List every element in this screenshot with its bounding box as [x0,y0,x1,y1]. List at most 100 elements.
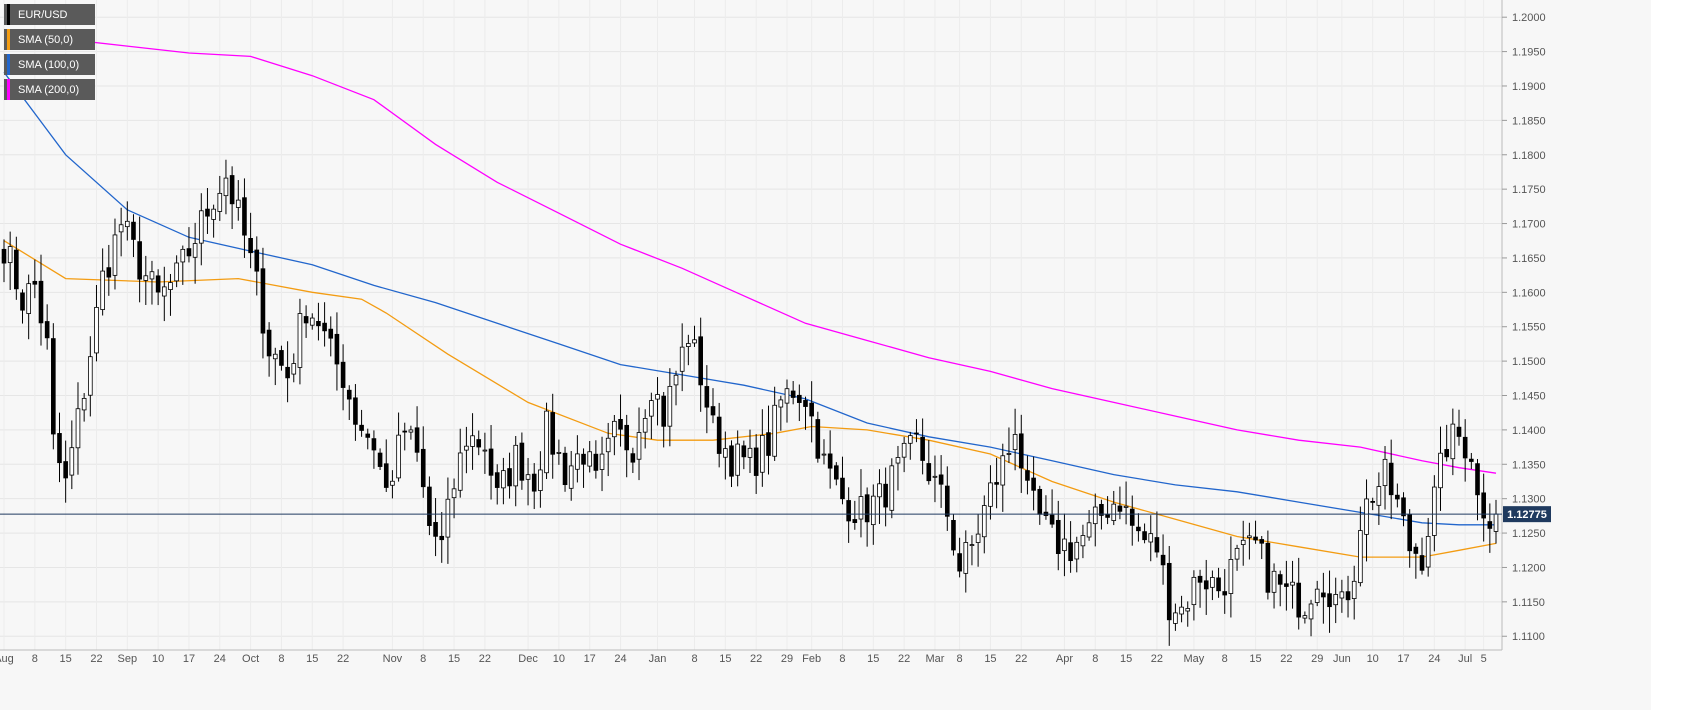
candle [797,384,802,422]
candle [180,245,186,285]
legend-item-sma100[interactable]: SMA (100,0) [4,54,95,75]
x-tick-label: 24 [614,653,626,665]
candle [14,236,19,300]
y-tick-label: 1.1900 [1512,81,1546,93]
candle [1105,496,1110,525]
candle [1253,520,1258,544]
y-tick-label: 1.1950 [1512,47,1546,59]
candle [612,415,617,456]
candle [137,216,142,303]
candle [1296,557,1302,630]
candle [901,436,907,473]
candle [575,435,580,483]
candle [371,430,377,469]
candle [760,409,765,487]
x-tick-label: 8 [420,653,426,665]
candle [1068,521,1073,573]
candle [1308,599,1314,637]
candle [1210,570,1215,601]
candle [957,537,962,578]
candle [544,402,549,480]
x-tick-label: 15 [1120,653,1132,665]
candle [168,273,173,316]
candle [1321,572,1326,624]
candle [944,466,950,531]
candle [118,207,124,257]
x-tick-label: 17 [183,653,195,665]
candle [494,464,500,505]
candle [482,432,488,474]
candle [710,388,716,424]
candle [346,385,352,421]
candle [747,429,753,473]
candle [815,411,821,463]
candle [667,368,673,447]
candle [1049,489,1055,528]
candle [1234,544,1240,571]
candle [1179,595,1184,623]
candle [279,345,284,371]
candle [729,440,734,488]
legend-item-eurusd[interactable]: EUR/USD [4,4,95,25]
candle [69,420,75,490]
candle [211,204,216,238]
candle [821,439,827,465]
candle [149,260,155,305]
candle [464,426,469,474]
x-tick-label: 22 [479,653,491,665]
x-tick-label: Nov [383,653,403,665]
candle [501,457,506,505]
candle [124,201,130,241]
candle [1456,409,1462,446]
candle [402,422,408,451]
legend-item-sma200[interactable]: SMA (200,0) [4,79,95,100]
legend-item-sma50[interactable]: SMA (50,0) [4,29,95,50]
y-tick-label: 1.1750 [1512,184,1546,196]
candle [1413,543,1419,579]
candle [1425,517,1431,577]
candle [507,452,512,499]
x-tick-label: 8 [1222,653,1228,665]
candle [457,428,463,498]
candle [1265,530,1271,600]
candle [235,180,241,221]
candle [624,414,630,478]
candle [716,402,722,468]
candle [926,440,932,485]
x-tick-label: 17 [584,653,596,665]
candle [1438,426,1443,511]
candle [1364,479,1369,562]
candle [1401,492,1406,527]
candle [20,289,25,324]
candle [975,514,981,567]
candle [834,462,839,486]
candle [1240,520,1246,566]
y-tick-label: 1.1200 [1512,562,1546,574]
candle [895,445,901,491]
x-tick-label: 22 [337,653,349,665]
legend-swatch [7,29,10,50]
candle [1358,506,1363,587]
candle [303,305,309,338]
candle [1197,569,1203,608]
candle [451,478,457,519]
x-tick-label: Jul [1458,653,1472,665]
candle [377,448,383,471]
candle [593,440,599,479]
y-tick-label: 1.1250 [1512,528,1546,540]
candle [525,457,531,506]
candle [1382,446,1388,510]
x-tick-label: Aug [0,653,14,665]
candle [309,313,315,330]
candle [1092,493,1098,547]
candle [390,470,395,499]
x-tick-label: 15 [984,653,996,665]
candle [297,298,303,385]
candle [1203,559,1209,615]
x-tick-label: Sep [118,653,138,665]
candle [704,365,710,434]
candle [198,193,204,266]
candle [248,212,253,269]
legend-label: SMA (200,0) [18,83,80,96]
